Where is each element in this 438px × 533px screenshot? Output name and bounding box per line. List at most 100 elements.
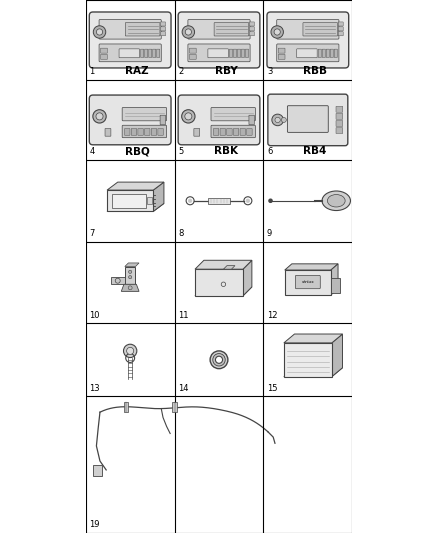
FancyBboxPatch shape	[247, 128, 252, 135]
FancyBboxPatch shape	[178, 12, 260, 68]
FancyBboxPatch shape	[336, 107, 343, 112]
Polygon shape	[195, 287, 252, 296]
FancyBboxPatch shape	[89, 95, 171, 145]
Text: RBB: RBB	[303, 67, 327, 76]
Polygon shape	[125, 266, 135, 284]
FancyBboxPatch shape	[338, 27, 343, 31]
FancyBboxPatch shape	[245, 49, 248, 58]
FancyBboxPatch shape	[189, 54, 196, 59]
Polygon shape	[107, 190, 153, 212]
Text: 2: 2	[178, 67, 184, 76]
FancyBboxPatch shape	[145, 49, 148, 58]
Polygon shape	[284, 368, 343, 377]
Polygon shape	[153, 182, 164, 212]
FancyBboxPatch shape	[230, 49, 233, 58]
FancyBboxPatch shape	[249, 27, 254, 31]
FancyBboxPatch shape	[145, 128, 150, 135]
Text: 5: 5	[178, 147, 184, 156]
FancyBboxPatch shape	[105, 128, 111, 136]
Text: 3: 3	[267, 67, 272, 76]
Circle shape	[185, 113, 192, 120]
Polygon shape	[284, 343, 332, 377]
FancyBboxPatch shape	[189, 48, 196, 53]
FancyBboxPatch shape	[249, 22, 254, 26]
Circle shape	[271, 26, 283, 38]
Circle shape	[281, 117, 286, 123]
FancyBboxPatch shape	[211, 108, 255, 121]
Circle shape	[93, 26, 106, 38]
Text: RBQ: RBQ	[125, 147, 150, 156]
FancyBboxPatch shape	[213, 128, 219, 135]
Circle shape	[274, 29, 280, 35]
FancyBboxPatch shape	[237, 49, 240, 58]
Circle shape	[129, 270, 132, 273]
Polygon shape	[111, 277, 125, 284]
FancyBboxPatch shape	[188, 20, 250, 39]
FancyBboxPatch shape	[336, 114, 343, 119]
FancyBboxPatch shape	[122, 125, 166, 138]
FancyBboxPatch shape	[303, 23, 338, 36]
Polygon shape	[243, 260, 252, 296]
Circle shape	[213, 353, 225, 366]
FancyBboxPatch shape	[131, 128, 137, 135]
FancyBboxPatch shape	[122, 108, 166, 121]
FancyBboxPatch shape	[227, 128, 232, 135]
FancyBboxPatch shape	[277, 44, 339, 62]
Ellipse shape	[322, 191, 350, 211]
Circle shape	[188, 199, 192, 203]
Circle shape	[96, 113, 103, 120]
FancyBboxPatch shape	[211, 125, 255, 138]
Polygon shape	[223, 265, 235, 269]
Polygon shape	[331, 278, 340, 293]
Text: 8: 8	[178, 229, 184, 238]
FancyBboxPatch shape	[277, 20, 339, 39]
FancyBboxPatch shape	[214, 23, 249, 36]
Text: sirius: sirius	[301, 280, 314, 284]
Circle shape	[96, 29, 102, 35]
Polygon shape	[147, 197, 152, 204]
Polygon shape	[208, 198, 230, 204]
FancyBboxPatch shape	[240, 128, 245, 135]
Text: 13: 13	[89, 384, 100, 393]
FancyBboxPatch shape	[338, 32, 343, 36]
FancyBboxPatch shape	[267, 12, 349, 68]
Circle shape	[182, 110, 195, 123]
Circle shape	[124, 344, 137, 358]
FancyBboxPatch shape	[287, 106, 328, 132]
FancyBboxPatch shape	[297, 49, 317, 58]
Text: 9: 9	[267, 229, 272, 238]
FancyBboxPatch shape	[249, 32, 254, 36]
FancyBboxPatch shape	[160, 115, 166, 125]
Polygon shape	[173, 402, 177, 412]
Text: 7: 7	[89, 229, 95, 238]
Polygon shape	[113, 193, 146, 208]
FancyBboxPatch shape	[295, 276, 320, 289]
FancyBboxPatch shape	[151, 128, 157, 135]
FancyBboxPatch shape	[178, 95, 260, 145]
FancyBboxPatch shape	[125, 23, 160, 36]
FancyBboxPatch shape	[99, 44, 161, 62]
Text: RBK: RBK	[214, 147, 238, 156]
FancyBboxPatch shape	[330, 49, 333, 58]
Polygon shape	[124, 402, 128, 411]
Ellipse shape	[327, 195, 345, 207]
FancyBboxPatch shape	[334, 49, 337, 58]
FancyBboxPatch shape	[101, 54, 107, 59]
Polygon shape	[195, 260, 252, 269]
Text: 10: 10	[89, 311, 100, 320]
Text: 4: 4	[89, 147, 95, 156]
Circle shape	[269, 199, 272, 203]
FancyBboxPatch shape	[322, 49, 325, 58]
Polygon shape	[121, 284, 139, 292]
FancyBboxPatch shape	[101, 48, 107, 53]
FancyBboxPatch shape	[233, 49, 237, 58]
FancyBboxPatch shape	[278, 48, 285, 53]
FancyBboxPatch shape	[119, 49, 139, 58]
FancyBboxPatch shape	[326, 49, 329, 58]
FancyBboxPatch shape	[336, 120, 343, 126]
FancyBboxPatch shape	[124, 128, 130, 135]
FancyBboxPatch shape	[141, 49, 144, 58]
Circle shape	[246, 199, 250, 203]
Circle shape	[182, 26, 194, 38]
Polygon shape	[284, 334, 343, 343]
